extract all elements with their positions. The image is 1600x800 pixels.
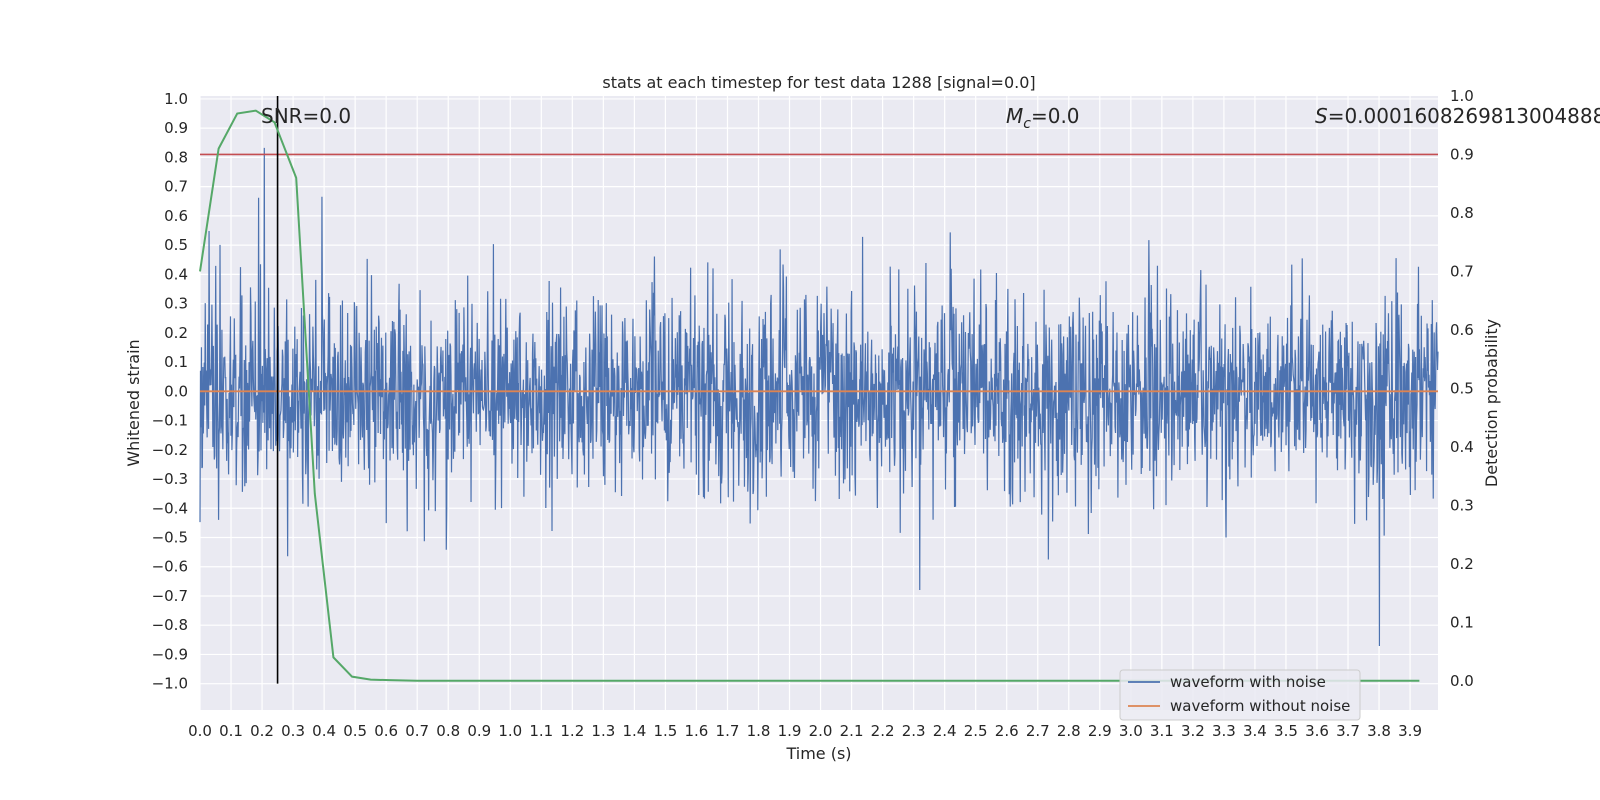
x-tick-label: 0.2 xyxy=(250,722,274,740)
legend-label-noisy: waveform with noise xyxy=(1170,673,1326,691)
y2-tick-label: 0.8 xyxy=(1450,204,1474,222)
x-tick-label: 0.7 xyxy=(405,722,429,740)
x-tick-label: 0.8 xyxy=(436,722,460,740)
y-tick-label: 0.5 xyxy=(164,236,188,254)
y-tick-label: 0.6 xyxy=(164,207,188,225)
y-tick-label: −1.0 xyxy=(152,675,188,693)
x-tick-label: 3.9 xyxy=(1398,722,1422,740)
noisy-waveform-path xyxy=(199,147,1439,647)
x-tick-label: 2.1 xyxy=(840,722,864,740)
x-tick-label: 1.7 xyxy=(716,722,740,740)
x-tick-label: 2.3 xyxy=(902,722,926,740)
y2-tick-label: 0.2 xyxy=(1450,555,1474,573)
x-tick-label: 0.5 xyxy=(343,722,367,740)
x-tick-label: 1.2 xyxy=(560,722,584,740)
x-tick-label: 2.9 xyxy=(1088,722,1112,740)
y2-tick-label: 0.0 xyxy=(1450,672,1474,690)
x-tick-label: 2.5 xyxy=(964,722,988,740)
series-waveform-with-noise xyxy=(199,147,1439,647)
y-tick-label: 0.1 xyxy=(164,353,188,371)
x-tick-label: 3.5 xyxy=(1274,722,1298,740)
x-tick-label: 2.8 xyxy=(1057,722,1081,740)
y-tick-label: −0.7 xyxy=(152,587,188,605)
annotation-snr: SNR=0.0 xyxy=(261,104,351,128)
y-axis-label: Whitened strain xyxy=(124,339,143,466)
y-tick-label: 0.9 xyxy=(164,119,188,137)
y2-axis-label: Detection probability xyxy=(1482,319,1501,487)
x-tick-label: 1.5 xyxy=(653,722,677,740)
y2-tick-label: 1.0 xyxy=(1450,87,1474,105)
y-tick-labels: 1.0 0.9 0.8 0.7 0.6 0.5 0.4 0.3 0.2 0.1 0.0 −0.1 −0.… xyxy=(152,90,188,693)
x-tick-label: 2.6 xyxy=(995,722,1019,740)
y-tick-label: −0.4 xyxy=(152,499,188,517)
y-tick-label: 0.4 xyxy=(164,265,188,283)
x-tick-label: 3.1 xyxy=(1150,722,1174,740)
y-tick-label: 0.8 xyxy=(164,148,188,166)
x-tick-label: 3.3 xyxy=(1212,722,1236,740)
annotation-mc-subscript: c xyxy=(1023,116,1031,132)
x-tick-label: 1.0 xyxy=(498,722,522,740)
y-tick-label: 0.0 xyxy=(164,382,188,400)
y-tick-label: −0.5 xyxy=(152,528,188,546)
y2-tick-label: 0.3 xyxy=(1450,496,1474,514)
annotation-mc-value: =0.0 xyxy=(1031,104,1080,128)
x-tick-label: 2.0 xyxy=(809,722,833,740)
chart-title: stats at each timestep for test data 128… xyxy=(602,73,1035,92)
y2-tick-labels: 1.0 0.9 0.8 0.7 0.6 0.5 0.4 0.3 0.2 0.1 0.0 xyxy=(1450,87,1474,690)
x-tick-label: 0.4 xyxy=(312,722,336,740)
y2-tick-label: 0.7 xyxy=(1450,262,1474,280)
y-tick-label: 0.3 xyxy=(164,295,188,313)
y2-tick-label: 0.5 xyxy=(1450,379,1474,397)
y-tick-label: −0.1 xyxy=(152,412,188,430)
x-tick-labels: 0.0 0.1 0.2 0.3 0.4 0.5 0.6 0.7 0.8 0.9 1.0 1.1 1.2 1… xyxy=(188,722,1422,740)
x-tick-label: 1.9 xyxy=(778,722,802,740)
x-tick-label: 1.6 xyxy=(685,722,709,740)
legend: waveform with noise waveform without noi… xyxy=(1119,669,1361,721)
x-tick-label: 2.7 xyxy=(1026,722,1050,740)
x-tick-label: 2.4 xyxy=(933,722,957,740)
legend-box xyxy=(1119,669,1361,721)
annotation-s: S=0.00016082698130048883 xyxy=(1315,104,1600,128)
y2-tick-label: 0.4 xyxy=(1450,438,1474,456)
x-tick-label: 0.9 xyxy=(467,722,491,740)
x-tick-label: 3.7 xyxy=(1336,722,1360,740)
y-tick-label: 1.0 xyxy=(164,90,188,108)
annotation-mc: Mc=0.0 xyxy=(1006,104,1080,132)
x-tick-label: 1.3 xyxy=(591,722,615,740)
x-tick-label: 0.6 xyxy=(374,722,398,740)
x-tick-label: 3.2 xyxy=(1181,722,1205,740)
y-tick-label: 0.2 xyxy=(164,324,188,342)
x-tick-label: 1.8 xyxy=(747,722,771,740)
series-detection-probability xyxy=(199,109,1420,682)
x-tick-label: 0.3 xyxy=(281,722,305,740)
y-tick-label: −0.9 xyxy=(152,645,188,663)
x-tick-label: 1.4 xyxy=(622,722,646,740)
y2-tick-label: 0.6 xyxy=(1450,321,1474,339)
y2-tick-label: 0.9 xyxy=(1450,145,1474,163)
x-tick-label: 2.2 xyxy=(871,722,895,740)
y-tick-label: −0.3 xyxy=(152,470,188,488)
x-axis-label: Time (s) xyxy=(785,744,851,763)
plot-area xyxy=(199,96,1439,710)
x-tick-label: 0.1 xyxy=(219,722,243,740)
y-tick-label: −0.8 xyxy=(152,616,188,634)
y2-tick-label: 0.1 xyxy=(1450,613,1474,631)
x-tick-label: 3.0 xyxy=(1119,722,1143,740)
annotation-s-value: =0.00016082698130048883 xyxy=(1328,104,1600,128)
y-tick-label: −0.6 xyxy=(152,558,188,576)
annotation-s-symbol: S xyxy=(1315,104,1328,128)
legend-label-clean: waveform without noise xyxy=(1170,697,1350,715)
x-tick-label: 0.0 xyxy=(188,722,212,740)
x-tick-label: 3.8 xyxy=(1367,722,1391,740)
annotation-mc-symbol: M xyxy=(1006,104,1023,128)
x-tick-label: 3.4 xyxy=(1243,722,1267,740)
y-tick-label: −0.2 xyxy=(152,441,188,459)
x-tick-label: 1.1 xyxy=(529,722,553,740)
x-tick-label: 3.6 xyxy=(1305,722,1329,740)
y-tick-label: 0.7 xyxy=(164,178,188,196)
